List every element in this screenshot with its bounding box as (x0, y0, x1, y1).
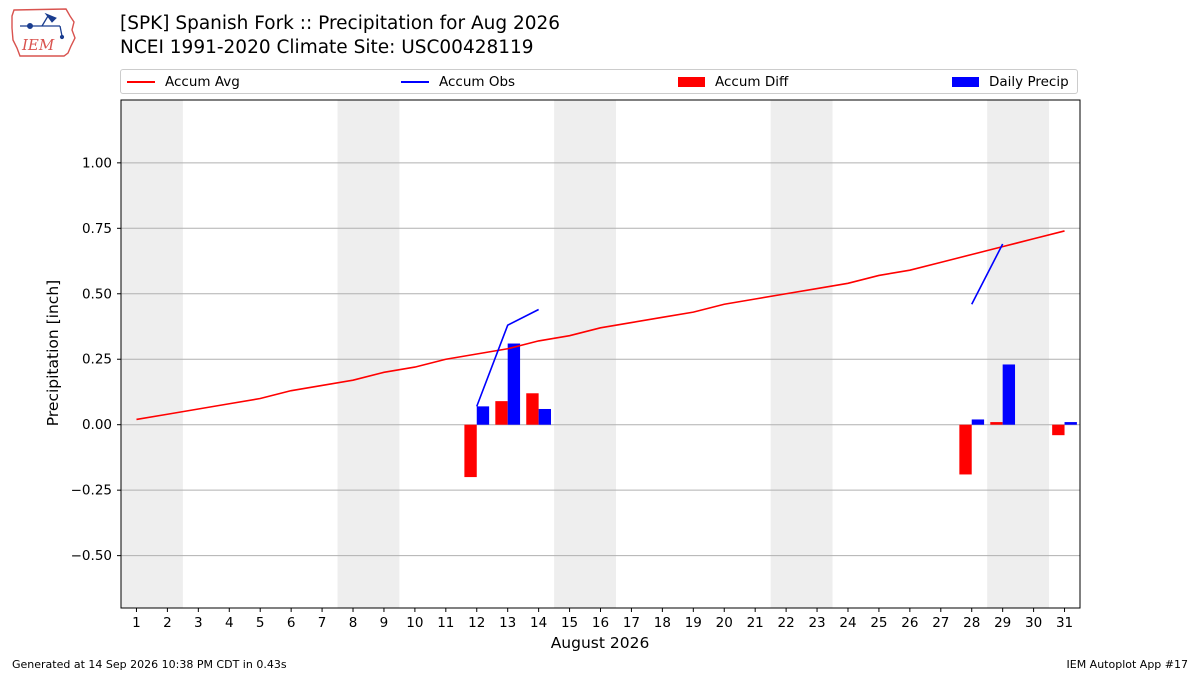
x-tick-label-30: 30 (1025, 615, 1042, 631)
x-tick-label-29: 29 (994, 615, 1011, 631)
x-tick-label-20: 20 (716, 615, 733, 631)
x-tick-label-11: 11 (437, 615, 454, 631)
x-tick-label-24: 24 (839, 615, 856, 631)
x-tick-label-17: 17 (623, 615, 640, 631)
y-gridlines (121, 162, 1080, 557)
weekend-shading (121, 100, 1050, 608)
legend-item-accum-diff: Accum Diff (678, 70, 788, 93)
bar-accum-diff-31 (1052, 424, 1065, 436)
x-tick-label-5: 5 (256, 615, 265, 631)
bar-accum-diff-28 (959, 424, 972, 475)
x-tick-label-27: 27 (932, 615, 949, 631)
y-tick-label-4: 0.00 (82, 417, 112, 433)
x-tick-label-1: 1 (132, 615, 141, 631)
x-tick-label-10: 10 (406, 615, 423, 631)
legend-swatch-accum-diff (678, 76, 705, 87)
bar-daily-precip-31 (1064, 422, 1077, 425)
generated-timestamp: Generated at 14 Sep 2026 10:38 PM CDT in… (12, 658, 287, 671)
x-tick-label-9: 9 (380, 615, 389, 631)
x-tick-label-4: 4 (225, 615, 234, 631)
x-tick-label-14: 14 (530, 615, 547, 631)
bar-accum-diff-12 (464, 424, 477, 478)
x-axis-label: August 2026 (550, 634, 650, 652)
legend-label-accum-obs: Accum Obs (439, 73, 516, 90)
weekend-band-3 (770, 100, 833, 608)
weather-station-icon (20, 12, 65, 40)
y-tick-label-0: 1.00 (82, 155, 112, 171)
legend-swatch-accum-avg (127, 80, 155, 83)
legend-swatch-daily-precip (952, 76, 979, 87)
legend-swatch-accum-obs (401, 80, 429, 83)
bar-daily-precip-12 (476, 406, 490, 425)
y-tick-label-6: −0.50 (71, 548, 112, 564)
x-tick-label-7: 7 (318, 615, 327, 631)
chart-title: [SPK] Spanish Fork :: Precipitation for … (120, 13, 561, 34)
y-axis-label: Precipitation [inch] (44, 280, 62, 426)
y-tick-label-3: 0.25 (82, 352, 112, 368)
x-tick-label-31: 31 (1056, 615, 1073, 631)
legend-label-accum-diff: Accum Diff (715, 73, 789, 90)
x-tick-label-28: 28 (963, 615, 980, 631)
chart-legend: Accum Avg Accum Obs Accum Diff Daily Pre… (120, 69, 1078, 94)
x-tick-label-19: 19 (685, 615, 702, 631)
x-tick-label-2: 2 (163, 615, 172, 631)
bar-accum-diff-29 (990, 422, 1003, 425)
legend-label-daily-precip: Daily Precip (989, 73, 1069, 90)
bar-marks (464, 343, 1077, 478)
x-tick-label-18: 18 (654, 615, 671, 631)
line-accum-avg (136, 230, 1065, 421)
app-credit: IEM Autoplot App #17 (1066, 658, 1189, 671)
logo-text: IEM (21, 36, 55, 54)
bar-daily-precip-28 (971, 419, 985, 425)
x-tick-label-13: 13 (499, 615, 516, 631)
bar-accum-diff-13 (495, 401, 508, 425)
x-tick-label-26: 26 (901, 615, 918, 631)
bar-daily-precip-14 (538, 408, 552, 425)
weekend-band-0 (121, 100, 183, 608)
x-tick-label-25: 25 (870, 615, 887, 631)
x-tick-label-22: 22 (778, 615, 795, 631)
line-accum-obs-segment-1 (971, 243, 1004, 305)
x-tick-label-21: 21 (747, 615, 764, 631)
legend-item-daily-precip: Daily Precip (952, 70, 1069, 93)
y-tick-label-5: −0.25 (71, 483, 112, 499)
x-tick-label-15: 15 (561, 615, 578, 631)
y-axis: 1.00 0.75 0.50 0.25 0.00 −0.25 −0.50 (71, 155, 121, 564)
legend-item-accum-avg: Accum Avg (127, 70, 240, 93)
bar-accum-diff-14 (526, 393, 539, 425)
x-tick-label-16: 16 (592, 615, 609, 631)
iem-logo: IEM (11, 8, 76, 57)
weekend-band-4 (987, 100, 1050, 608)
legend-label-accum-avg: Accum Avg (165, 73, 240, 90)
iowa-state-outline (11, 8, 76, 57)
y-tick-label-1: 0.75 (82, 221, 112, 237)
line-accum-obs-segment-0 (476, 308, 539, 407)
x-tick-label-3: 3 (194, 615, 203, 631)
x-tick-label-23: 23 (808, 615, 825, 631)
line-marks (136, 230, 1065, 421)
legend-item-accum-obs: Accum Obs (401, 70, 515, 93)
weekend-band-2 (554, 100, 616, 608)
x-axis: 1 2 3 4 5 6 7 8 9 10 11 12 13 14 15 16 17 18 19 20 21 22 23 24 2… (132, 608, 1073, 631)
chart-subtitle: NCEI 1991-2020 Climate Site: USC00428119 (120, 37, 534, 58)
weekend-band-1 (337, 100, 400, 608)
x-tick-label-12: 12 (468, 615, 485, 631)
bar-daily-precip-13 (507, 343, 521, 425)
x-tick-label-8: 8 (349, 615, 358, 631)
x-tick-label-6: 6 (287, 615, 296, 631)
y-tick-label-2: 0.50 (82, 286, 112, 302)
bar-daily-precip-29 (1002, 364, 1016, 425)
